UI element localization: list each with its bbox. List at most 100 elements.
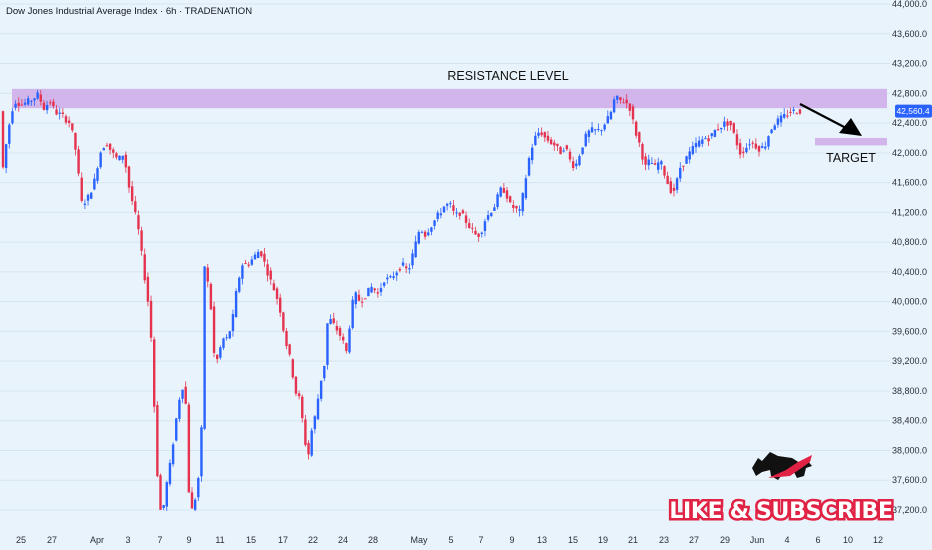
candle-body	[294, 376, 298, 394]
candle-body	[430, 227, 433, 232]
candle-body	[660, 161, 663, 165]
candle-body	[269, 270, 272, 280]
candle-body	[628, 103, 632, 111]
candle-body	[597, 129, 600, 131]
candle-body	[638, 132, 641, 143]
candle-body	[786, 115, 789, 117]
candle-body	[663, 166, 666, 176]
candle-body	[379, 288, 383, 293]
time-axis[interactable]: 25 27 Apr 3 7 9 11 15 17 22 24 28 May 5 7 9 13 15 19 21 23 27…	[16, 535, 883, 545]
chart-grid	[0, 3, 890, 511]
candle-body	[512, 204, 515, 208]
candle-body	[742, 151, 745, 154]
candle-body	[212, 306, 216, 354]
candle-body	[776, 118, 780, 125]
candle-body	[222, 338, 225, 348]
candle-body	[288, 344, 291, 355]
x-tick-label: 19	[598, 535, 608, 545]
candle-body	[193, 499, 197, 510]
candle-body	[80, 177, 83, 201]
candle-body	[445, 203, 449, 206]
candle-body	[247, 264, 250, 266]
candle-body	[531, 147, 534, 161]
candle-body	[175, 418, 178, 441]
y-tick-label: 38,000.0	[892, 445, 927, 455]
price-axis[interactable]: 44,000.0 43,600.0 43,200.0 42,800.0 42,400.0…	[892, 0, 927, 515]
candle-body	[310, 430, 313, 456]
candle-body	[609, 111, 613, 120]
candle-body	[326, 323, 329, 365]
candle-body	[704, 138, 707, 140]
candle-body	[612, 99, 616, 113]
candle-body	[464, 215, 468, 223]
x-tick-label: 11	[215, 535, 224, 545]
y-tick-label: 41,200.0	[892, 207, 927, 217]
candle-body	[713, 129, 717, 137]
candle-body	[499, 187, 502, 197]
x-tick-label: 13	[537, 535, 547, 545]
x-tick-label: 6	[815, 535, 820, 545]
candle-body	[228, 331, 231, 339]
x-tick-label: 27	[689, 535, 699, 545]
candle-body	[36, 92, 39, 99]
candle-body	[42, 102, 46, 110]
candle-body	[130, 186, 134, 202]
candle-body	[414, 241, 417, 258]
x-tick-label: 10	[843, 535, 853, 545]
candle-body	[590, 127, 594, 133]
x-tick-label: 17	[278, 535, 288, 545]
candle-body	[666, 175, 669, 185]
candle-body	[250, 259, 254, 265]
candle-body	[102, 148, 105, 151]
candle-body	[376, 292, 380, 294]
candle-body	[108, 143, 112, 150]
x-tick-label: 28	[368, 535, 378, 545]
candle-body	[162, 505, 165, 508]
candle-body	[77, 149, 80, 174]
candle-body	[90, 192, 93, 199]
candle-body	[1, 111, 5, 168]
candle-body	[688, 151, 691, 160]
candle-body	[427, 232, 430, 236]
candle-body	[307, 442, 310, 455]
x-tick-label: 3	[125, 535, 130, 545]
candle-body	[701, 139, 704, 144]
candle-body	[184, 386, 187, 404]
y-tick-label: 44,000.0	[892, 0, 927, 9]
candle-body	[253, 254, 257, 260]
y-tick-label: 43,200.0	[892, 59, 927, 69]
candle-body	[165, 482, 168, 507]
candle-body	[779, 115, 783, 123]
candle-body	[187, 404, 191, 493]
x-tick-label: 12	[873, 535, 883, 545]
candle-body	[45, 104, 49, 111]
target-label: TARGET	[826, 151, 876, 165]
candle-body	[792, 109, 795, 111]
candle-body	[382, 282, 386, 286]
candle-body	[433, 220, 436, 226]
candle-body	[291, 359, 294, 378]
candle-body	[64, 116, 68, 123]
candle-body	[436, 212, 439, 219]
y-tick-label: 40,400.0	[892, 267, 927, 277]
candle-body	[389, 276, 392, 278]
candle-body	[244, 263, 247, 265]
x-tick-label: 7	[478, 535, 483, 545]
x-tick-label: Jun	[750, 535, 765, 545]
candle-body	[297, 393, 301, 397]
candle-body	[679, 167, 682, 179]
candle-body	[61, 112, 65, 114]
candle-body	[216, 354, 219, 360]
candle-body	[351, 299, 354, 329]
candle-body	[143, 254, 146, 281]
candle-body	[118, 155, 121, 161]
candle-body	[200, 427, 203, 477]
x-tick-label: May	[410, 535, 428, 545]
candle-body	[335, 325, 339, 331]
candle-body	[587, 130, 591, 137]
x-tick-label: 5	[448, 535, 453, 545]
candle-body	[600, 130, 603, 132]
x-tick-label: 15	[246, 535, 256, 545]
candle-body	[134, 201, 137, 213]
